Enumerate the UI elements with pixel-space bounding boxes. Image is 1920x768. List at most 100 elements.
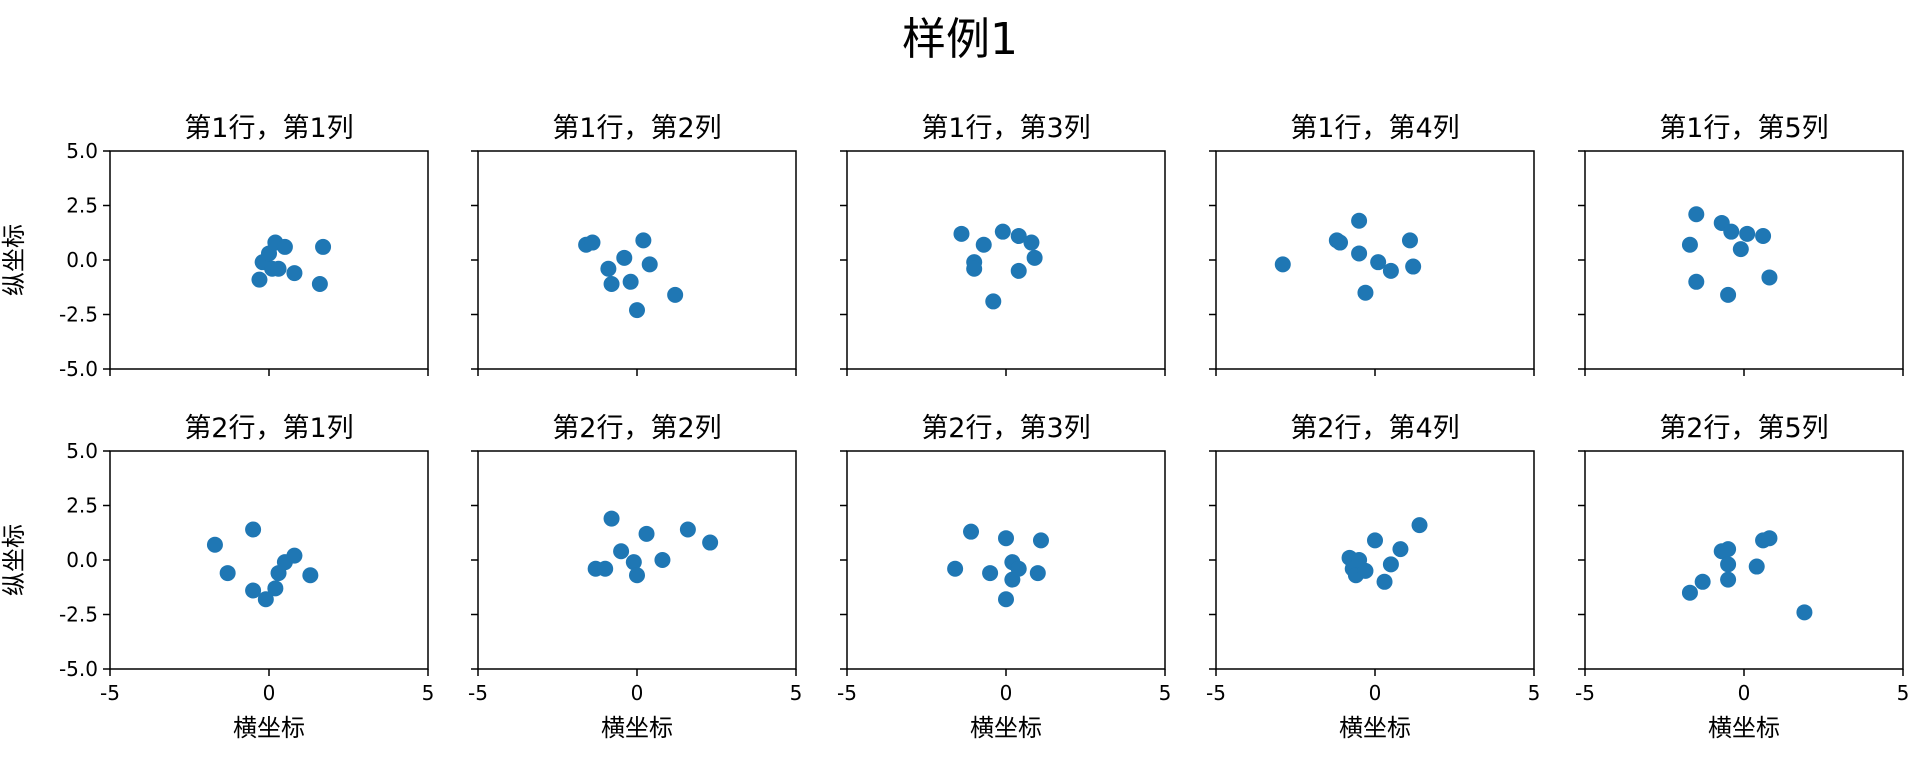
x-tick-label: -5	[1575, 681, 1595, 705]
subplot-title: 第1行，第1列	[184, 113, 353, 144]
x-axis-label: 横坐标	[601, 714, 673, 742]
y-tick-label: 2.5	[66, 494, 98, 518]
scatter-point	[985, 293, 1002, 310]
scatter-point	[1023, 234, 1040, 251]
scatter-point	[998, 530, 1014, 547]
plot-frame	[1215, 150, 1535, 370]
x-tick-label: 5	[790, 681, 803, 705]
x-tick-label: 0	[1738, 681, 1751, 705]
x-tick-label: 0	[263, 681, 276, 705]
scatter-point	[963, 523, 980, 540]
scatter-point	[702, 534, 719, 551]
scatter-point	[219, 565, 236, 582]
scatter-point	[1688, 273, 1705, 290]
scatter-point	[616, 249, 633, 266]
x-tick-label: -5	[1206, 681, 1226, 705]
plot-frame	[477, 150, 797, 370]
scatter-point	[1274, 256, 1291, 273]
x-tick-label: -5	[100, 681, 120, 705]
scatter-point	[1796, 604, 1813, 621]
scatter-point	[270, 260, 287, 277]
scatter-point	[1681, 584, 1698, 601]
plot-frame	[109, 150, 429, 370]
scatter-point	[1720, 556, 1737, 573]
subplot-2-5: 第2行，第5列 -5 0 5 横坐标	[1575, 413, 1909, 742]
scatter-point	[1755, 228, 1772, 245]
scatter-point	[998, 591, 1014, 608]
scatter-point	[251, 271, 268, 288]
scatter-point	[1332, 234, 1349, 251]
scatter-point	[1411, 517, 1428, 534]
x-tick-label: 5	[1528, 681, 1541, 705]
subplot-title: 第1行，第2列	[552, 113, 721, 144]
x-axis-label: 横坐标	[970, 714, 1042, 742]
subplot-2-1: 第2行，第1列 5.0 2.5 0.0 -2.5 -5.0-5 0 5 横坐标 纵坐标	[0, 413, 434, 742]
scatter-point	[267, 580, 284, 597]
scatter-point	[1026, 249, 1043, 266]
scatter-point	[1032, 532, 1049, 549]
plot-frame	[109, 450, 429, 670]
scatter-point	[641, 256, 658, 273]
scatter-point	[1694, 573, 1711, 590]
y-tick-label: 5.0	[66, 139, 98, 163]
subplot-title: 第2行，第2列	[552, 413, 721, 444]
scatter-point	[1351, 212, 1368, 229]
scatter-point	[1010, 228, 1027, 245]
x-axis-label: 横坐标	[1708, 714, 1780, 742]
subplot-2-4: 第2行，第4列 -5 0 5 横坐标	[1206, 413, 1540, 742]
scatter-point	[206, 536, 223, 553]
scatter-point	[597, 560, 614, 577]
scatter-point	[600, 260, 617, 277]
scatter-point	[679, 521, 696, 538]
scatter-point	[622, 273, 639, 290]
y-axis-label: 纵坐标	[0, 224, 28, 296]
subplot-title: 第1行，第3列	[921, 113, 1090, 144]
subplot-2-2: 第2行，第2列 -5 0 5 横坐标	[468, 413, 802, 742]
scatter-point	[975, 236, 992, 253]
subplot-title: 第2行，第3列	[921, 413, 1090, 444]
x-tick-label: 5	[422, 681, 435, 705]
plot-frame	[1215, 450, 1535, 670]
plot-frame	[1584, 150, 1904, 370]
scatter-point	[1732, 241, 1749, 258]
scatter-point	[1761, 530, 1778, 547]
y-tick-label: 0.0	[66, 248, 98, 272]
scatter-point	[635, 232, 652, 249]
scatter-point	[947, 560, 964, 577]
y-tick-label: -2.5	[59, 603, 98, 627]
scatter-point	[315, 238, 332, 255]
plot-frame	[477, 450, 797, 670]
scatter-point	[1681, 236, 1698, 253]
subplot-1-2: 第1行，第2列	[471, 113, 797, 376]
plot-frame	[1584, 450, 1904, 670]
scatter-point	[1370, 254, 1387, 271]
scatter-point	[311, 275, 328, 292]
y-tick-label: 2.5	[66, 194, 98, 218]
scatter-point	[1392, 541, 1409, 558]
x-axis-label: 横坐标	[1339, 714, 1411, 742]
subplot-1-5: 第1行，第5列	[1578, 113, 1904, 376]
scatter-point	[1357, 284, 1374, 301]
subplot-1-3: 第1行，第3列	[840, 113, 1166, 376]
scatter-point	[1382, 262, 1399, 279]
y-tick-label: -5.0	[59, 657, 98, 681]
scatter-point	[638, 525, 655, 542]
subplot-title: 第2行，第4列	[1290, 413, 1459, 444]
scatter-point	[667, 286, 684, 303]
scatter-point	[629, 302, 645, 319]
scatter-point	[625, 554, 642, 571]
scatter-point	[603, 510, 620, 527]
y-axis-label: 纵坐标	[0, 524, 28, 596]
subplot-title: 第1行，第5列	[1659, 113, 1828, 144]
scatter-point	[1357, 562, 1374, 579]
plot-frame	[846, 450, 1166, 670]
scatter-point	[982, 565, 999, 582]
plot-frame	[846, 150, 1166, 370]
scatter-point	[1720, 571, 1737, 588]
subplot-title: 第2行，第1列	[184, 413, 353, 444]
x-tick-label: 5	[1897, 681, 1910, 705]
scatter-point	[1748, 558, 1765, 575]
scatter-point	[1723, 223, 1740, 240]
scatter-point	[584, 234, 601, 251]
